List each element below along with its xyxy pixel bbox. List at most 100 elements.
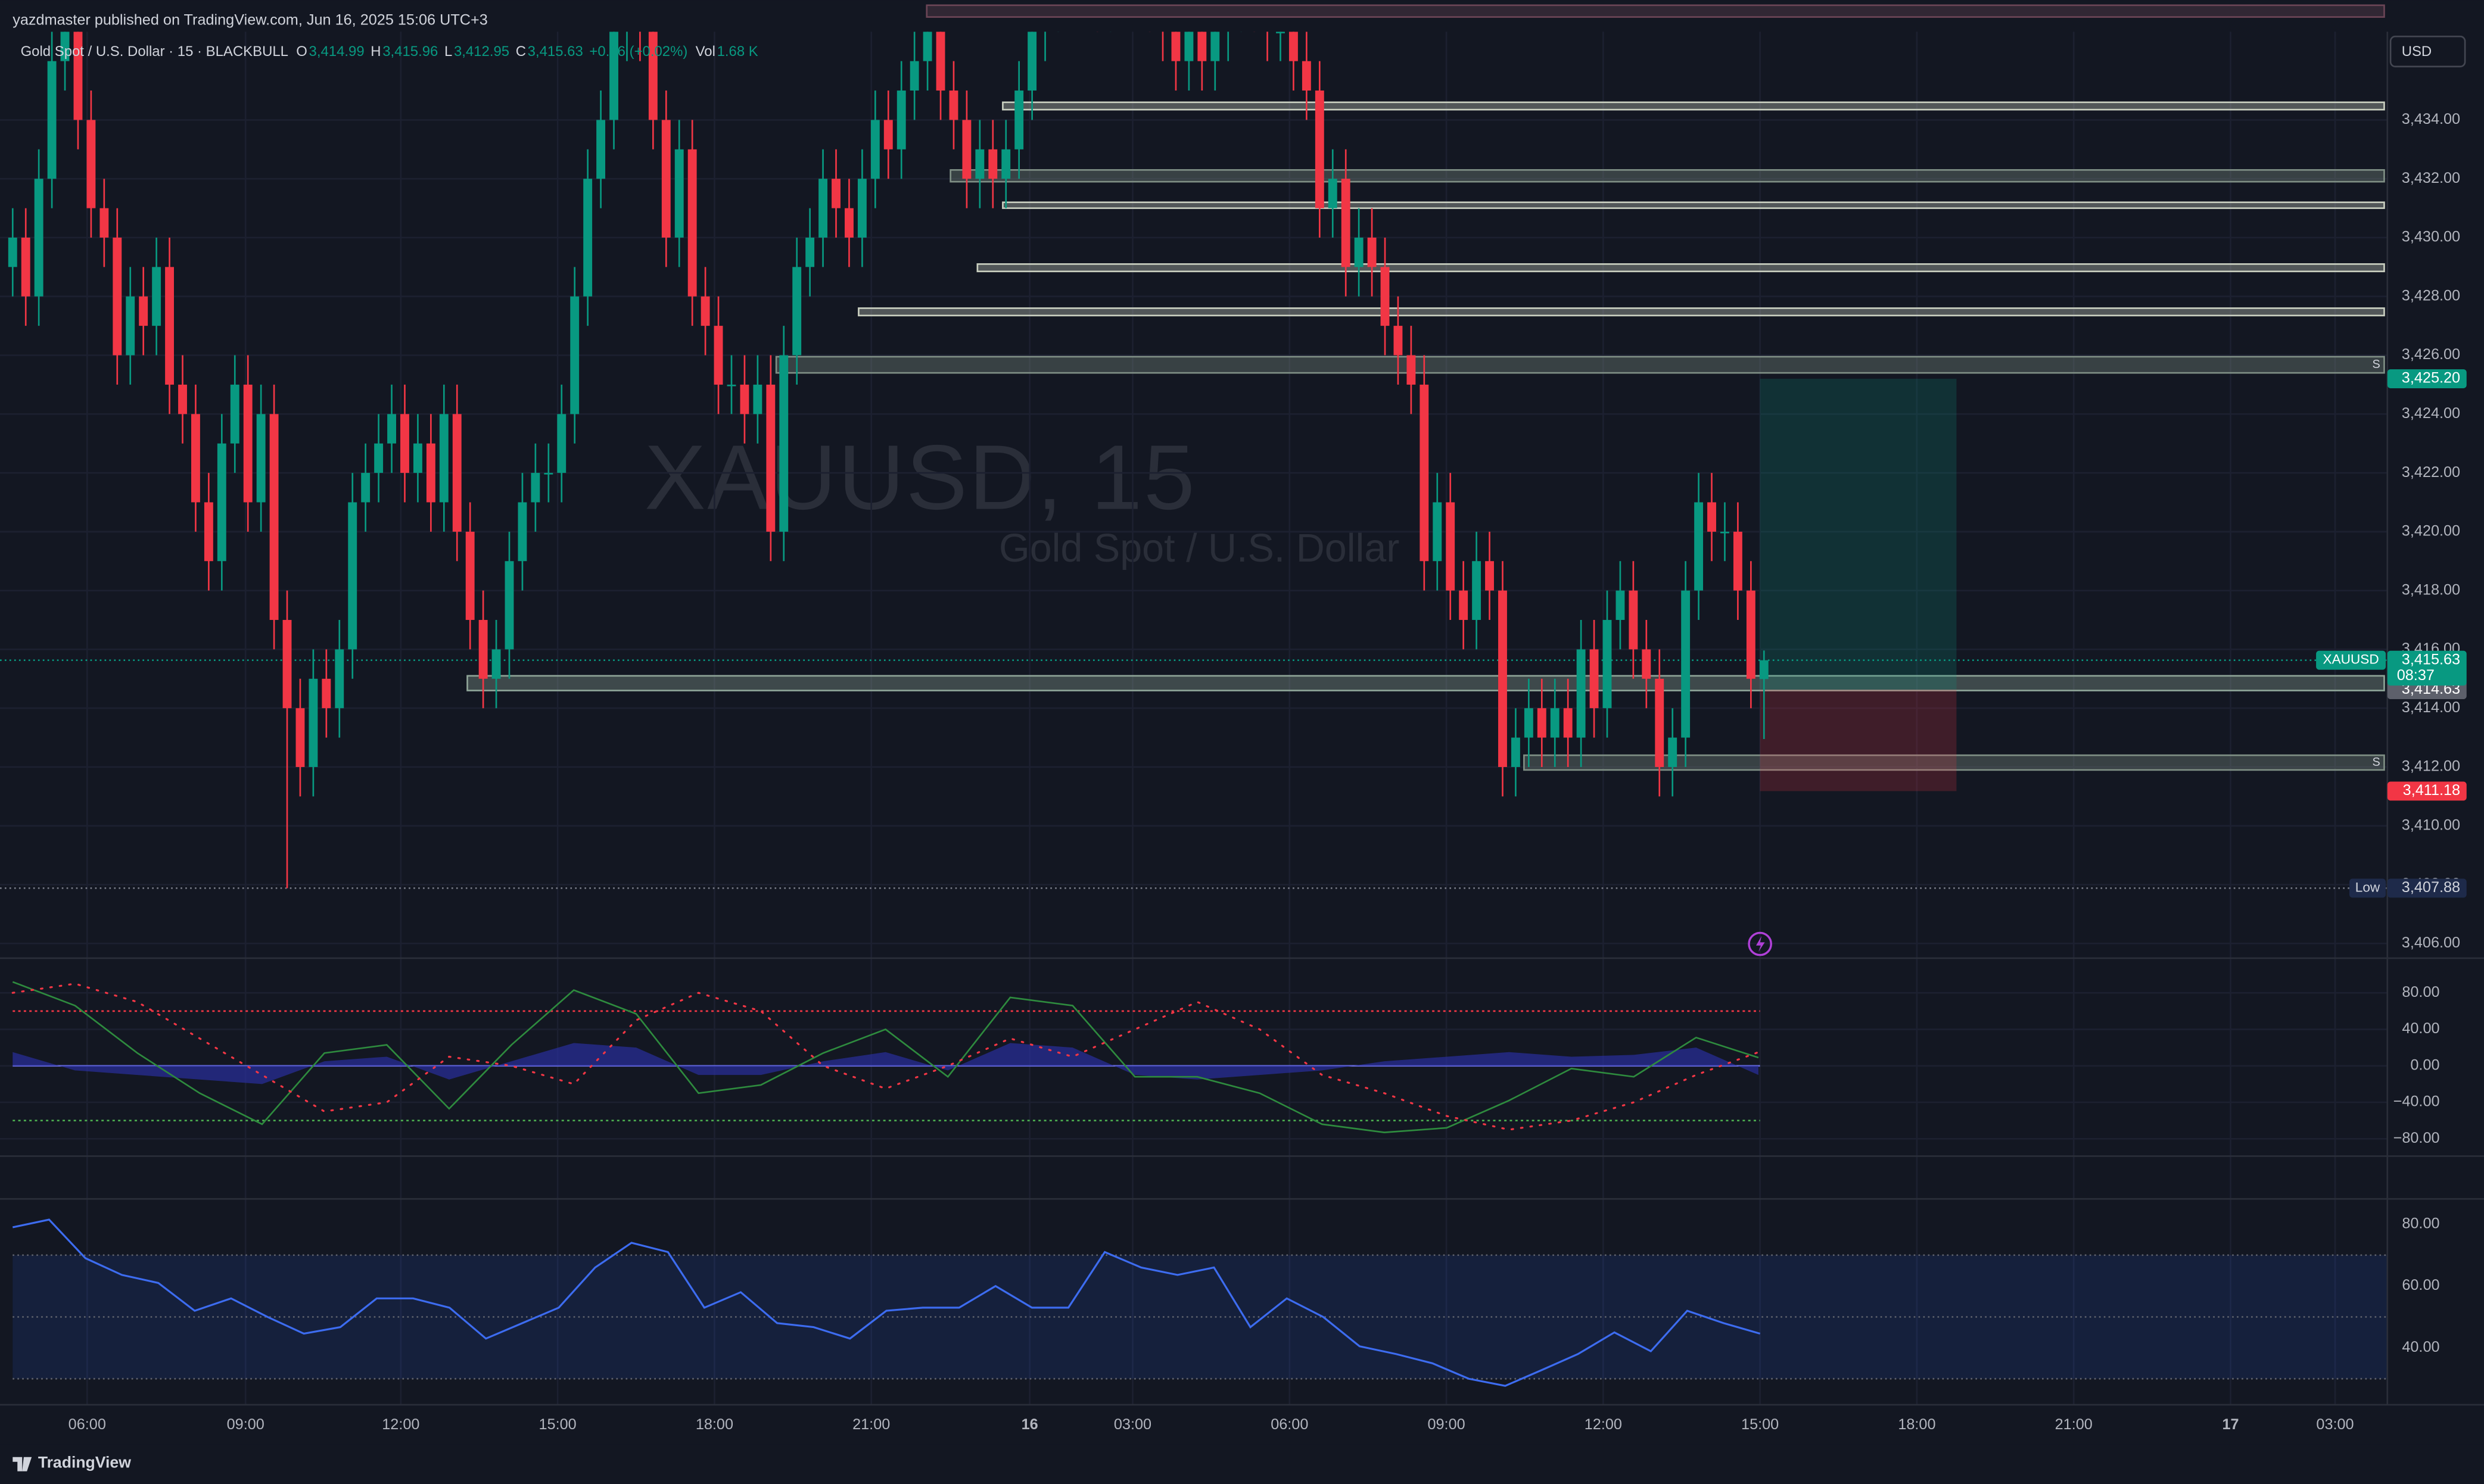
symbol-tag-label: XAUUSD — [2323, 652, 2379, 667]
candle-body — [348, 502, 357, 650]
footer — [0, 1444, 2484, 1484]
candle-body — [1328, 179, 1337, 208]
candle-body — [1197, 32, 1207, 61]
candle-body — [8, 237, 17, 267]
candle-body — [1524, 708, 1533, 738]
oscillator-signal — [11, 983, 1760, 1131]
symbol-tag — [2316, 650, 2386, 670]
candle-body — [583, 179, 593, 297]
candle-body — [1537, 708, 1546, 738]
axes: 06:00 09:00 12:00 15:00 18:00 21:00 16 03:00 06:… — [69, 111, 2467, 1433]
candle-body — [152, 267, 161, 326]
candle-body — [465, 531, 475, 621]
candle-body — [557, 414, 566, 473]
candle-body — [1159, 2, 1168, 32]
candle-body — [661, 120, 671, 238]
legend-value: 3,414.99 — [309, 43, 365, 60]
legend-key: C — [516, 43, 526, 60]
x-tick-label: 03:00 — [2316, 1416, 2354, 1433]
brand: TradingView — [38, 1453, 131, 1471]
candle-body — [1224, 2, 1232, 32]
candle-body — [1759, 660, 1769, 679]
y-tick-label: 3,412.00 — [2402, 758, 2460, 775]
candle-body — [701, 296, 710, 326]
candle-body — [256, 414, 266, 503]
x-tick-label: 06:00 — [1271, 1416, 1308, 1433]
candle-body — [805, 237, 815, 267]
grid — [0, 32, 2387, 1405]
candle-body — [1655, 678, 1664, 767]
oscillator-line — [12, 981, 1759, 1133]
candle-body — [1550, 708, 1559, 738]
y-tick-label: 3,406.00 — [2402, 934, 2460, 951]
last-price-box — [2387, 650, 2467, 686]
price-label-box — [2387, 369, 2467, 388]
publisher: yazdmaster published on TradingView.com,… — [13, 11, 488, 28]
y-tick-label: 3,428.00 — [2402, 287, 2460, 304]
legend-key: H — [371, 43, 381, 60]
candle-body — [674, 149, 684, 238]
x-tick-label: 15:00 — [1741, 1416, 1779, 1433]
candle-body — [178, 384, 187, 414]
zone — [466, 675, 2385, 691]
watermark-symbol: XAUUSD, 15 — [645, 426, 1197, 529]
candle-body — [1367, 237, 1377, 267]
candle-body — [883, 120, 893, 149]
candle-body — [740, 384, 749, 414]
low-tag-label: Low — [2355, 880, 2380, 894]
legend-key: L — [444, 43, 452, 60]
candle-body — [191, 414, 200, 503]
candle-body — [753, 384, 762, 414]
candle-body — [1041, 2, 1050, 32]
alert-icon[interactable] — [1748, 931, 1772, 956]
candle-body — [636, 2, 645, 32]
candle-body — [845, 208, 854, 238]
candle-body — [975, 149, 985, 179]
y-tick-label: 3,432.00 — [2402, 170, 2460, 186]
candle-body — [779, 355, 789, 532]
candle-body — [687, 149, 697, 297]
candle-body — [1380, 267, 1390, 326]
candle-body — [34, 179, 43, 297]
candle-body — [478, 620, 488, 679]
candle-body — [544, 473, 553, 475]
y-tick-label: 3,424.00 — [2402, 405, 2460, 422]
candle-body — [139, 296, 148, 326]
zone — [976, 263, 2385, 273]
candle-body — [335, 649, 344, 709]
candle-body — [505, 561, 514, 650]
x-tick-label: 09:00 — [1427, 1416, 1465, 1433]
candle-body — [426, 443, 435, 503]
currency-button[interactable] — [2389, 35, 2466, 68]
position-stop — [1760, 690, 1957, 791]
y-tick-label: −80.00 — [2393, 1130, 2440, 1146]
candle-body — [596, 120, 606, 179]
candle-body — [1720, 531, 1729, 534]
low-box — [2387, 878, 2467, 898]
candle-body — [622, 2, 631, 32]
currency[interactable]: USD — [2402, 43, 2432, 60]
legend-vol: 1.68 K — [717, 43, 758, 60]
zone — [950, 169, 2385, 183]
x-tick-label: 21:00 — [852, 1416, 890, 1433]
y-tick-label: 3,426.00 — [2402, 346, 2460, 363]
legend: Gold Spot / U.S. Dollar · 15 · BLACKBULL… — [21, 43, 758, 60]
candle-body — [60, 32, 70, 61]
candle-body — [361, 473, 371, 503]
candle-body — [949, 91, 958, 120]
legend-name: Gold Spot / U.S. Dollar · 15 · BLACKBULL — [21, 43, 288, 60]
legend-change: +0.66 (+0.02%) — [589, 43, 687, 60]
candle-body — [1746, 590, 1755, 679]
zone — [1523, 754, 2385, 771]
candle-body — [792, 267, 802, 356]
candle-body — [1459, 590, 1468, 621]
y-tick-label: 40.00 — [2402, 1020, 2439, 1037]
price-label: 3,411.18 — [2403, 782, 2460, 799]
candle-body — [1028, 32, 1037, 91]
y-tick-label: 0.00 — [2410, 1056, 2439, 1073]
candle-body — [1446, 502, 1455, 591]
candle-body — [1171, 32, 1181, 61]
candle-body — [1733, 531, 1742, 591]
y-tick-label: 3,410.00 — [2402, 816, 2460, 833]
zone — [1002, 201, 2385, 209]
